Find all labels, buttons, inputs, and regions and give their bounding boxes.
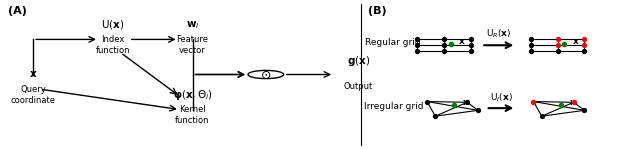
Text: $\boldsymbol{\varphi}(\mathbf{x}, \Theta_i)$: $\boldsymbol{\varphi}(\mathbf{x}, \Theta… bbox=[173, 88, 212, 102]
Text: U$_R$($\mathbf{x}$): U$_R$($\mathbf{x}$) bbox=[486, 27, 511, 40]
Text: Kernel
function: Kernel function bbox=[175, 105, 210, 125]
Text: $\mathbf{w}_i$: $\mathbf{w}_i$ bbox=[186, 19, 200, 31]
Text: Query
coordinate: Query coordinate bbox=[11, 85, 56, 105]
Text: Feature
vector: Feature vector bbox=[177, 35, 209, 55]
Text: $\mathbf{x}$: $\mathbf{x}$ bbox=[29, 69, 38, 80]
Text: $\mathbf{g}(\mathbf{x})$: $\mathbf{g}(\mathbf{x})$ bbox=[347, 54, 370, 68]
Text: $\odot$: $\odot$ bbox=[260, 69, 271, 82]
Text: $\mathbf{x}$: $\mathbf{x}$ bbox=[572, 37, 579, 46]
Text: Regular grid: Regular grid bbox=[365, 38, 421, 47]
Text: Output: Output bbox=[344, 82, 373, 91]
Text: $\mathbf{x}$: $\mathbf{x}$ bbox=[458, 37, 466, 46]
Text: (A): (A) bbox=[8, 6, 27, 16]
Text: Index
function: Index function bbox=[95, 35, 130, 55]
Text: $\mathbf{x}$: $\mathbf{x}$ bbox=[568, 98, 576, 107]
Text: U($\mathbf{x}$): U($\mathbf{x}$) bbox=[101, 18, 125, 31]
Text: (B): (B) bbox=[368, 6, 387, 16]
Text: $\mathbf{x}$: $\mathbf{x}$ bbox=[462, 98, 470, 107]
Text: U$_I$($\mathbf{x}$): U$_I$($\mathbf{x}$) bbox=[490, 92, 513, 104]
Text: Irregular grid: Irregular grid bbox=[364, 102, 423, 111]
